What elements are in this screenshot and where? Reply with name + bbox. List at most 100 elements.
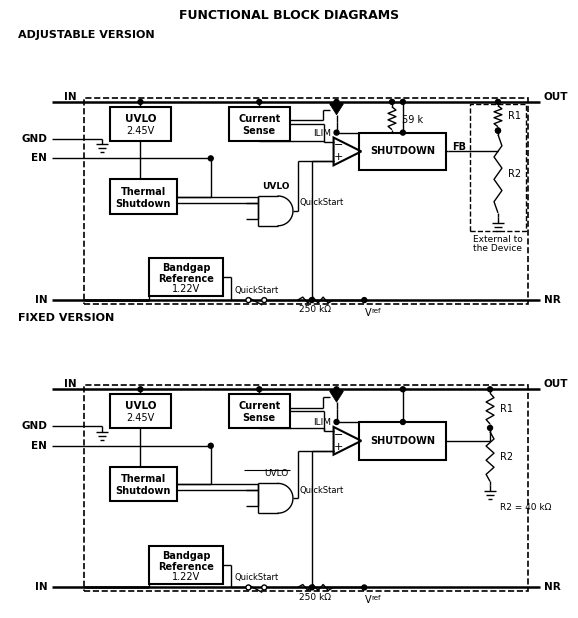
Bar [110, 107, 171, 140]
Text: ref: ref [371, 595, 381, 601]
Text: Bandgap: Bandgap [162, 551, 210, 561]
Text: +: + [334, 442, 343, 452]
Circle shape [309, 585, 314, 590]
Bar [470, 104, 526, 231]
Text: OUT: OUT [543, 379, 568, 389]
Text: 2.45V: 2.45V [127, 413, 154, 423]
Text: −: − [334, 140, 343, 151]
Text: V: V [365, 308, 372, 318]
Text: the Device: the Device [473, 244, 523, 253]
Bar [360, 133, 446, 170]
Text: Shutdown: Shutdown [116, 199, 171, 209]
Text: −: − [334, 430, 343, 440]
Text: QuickStart: QuickStart [300, 486, 344, 495]
Text: IN: IN [64, 92, 77, 102]
Text: UVLO: UVLO [262, 182, 290, 190]
Text: Sense: Sense [243, 125, 276, 135]
Text: QuickStart: QuickStart [234, 573, 279, 582]
Text: 1.22V: 1.22V [172, 284, 200, 294]
Circle shape [334, 387, 339, 392]
Text: GND: GND [21, 421, 47, 431]
Circle shape [208, 443, 213, 448]
Text: V: V [365, 595, 372, 606]
Bar [110, 394, 171, 428]
Text: EN: EN [31, 153, 47, 163]
Bar [228, 394, 290, 428]
Text: IN: IN [35, 295, 47, 305]
Circle shape [362, 585, 367, 590]
Text: External to: External to [473, 235, 523, 244]
Text: R2 = 40 kΩ: R2 = 40 kΩ [500, 502, 551, 512]
Circle shape [262, 298, 266, 303]
Text: 1.22V: 1.22V [172, 572, 200, 582]
Text: FIXED VERSION: FIXED VERSION [18, 313, 114, 323]
Circle shape [401, 130, 405, 135]
Circle shape [208, 156, 213, 161]
Text: ref: ref [371, 308, 381, 314]
Text: ILIM: ILIM [313, 418, 331, 428]
Text: Thermal: Thermal [121, 475, 166, 485]
Bar [149, 546, 223, 583]
Circle shape [495, 128, 501, 133]
Text: Reference: Reference [158, 274, 214, 284]
Text: R1: R1 [500, 404, 513, 413]
Circle shape [401, 387, 405, 392]
Text: Sense: Sense [243, 413, 276, 423]
Text: 250 kΩ: 250 kΩ [299, 305, 332, 315]
Text: 250 kΩ: 250 kΩ [299, 593, 332, 602]
Circle shape [257, 387, 262, 392]
Circle shape [495, 99, 501, 104]
Text: 2.45V: 2.45V [127, 125, 154, 135]
Text: GND: GND [21, 133, 47, 143]
Text: ILIM: ILIM [313, 129, 331, 138]
Bar [84, 385, 528, 591]
Circle shape [246, 298, 251, 303]
Circle shape [495, 128, 501, 133]
Circle shape [401, 420, 405, 425]
Circle shape [488, 387, 492, 392]
Text: FUNCTIONAL BLOCK DIAGRAMS: FUNCTIONAL BLOCK DIAGRAMS [179, 9, 399, 22]
Text: 59 k: 59 k [402, 115, 423, 125]
Text: SHUTDOWN: SHUTDOWN [370, 436, 435, 446]
Circle shape [334, 130, 339, 135]
Text: NR: NR [543, 583, 560, 593]
Bar [149, 258, 223, 296]
Circle shape [138, 99, 143, 104]
Bar [228, 107, 290, 140]
Bar [84, 98, 528, 304]
Text: R2: R2 [500, 452, 513, 462]
Text: FB: FB [453, 143, 466, 153]
Text: IN: IN [64, 379, 77, 389]
Bar [110, 467, 177, 501]
Text: EN: EN [31, 441, 47, 451]
Text: NR: NR [543, 295, 560, 305]
Circle shape [488, 425, 492, 430]
Circle shape [246, 585, 251, 590]
Text: SHUTDOWN: SHUTDOWN [370, 146, 435, 156]
Bar [110, 179, 177, 214]
Text: Shutdown: Shutdown [116, 486, 171, 496]
Circle shape [138, 387, 143, 392]
Circle shape [257, 99, 262, 104]
Polygon shape [329, 391, 343, 402]
Text: Current: Current [238, 401, 280, 411]
Text: UVLO: UVLO [264, 469, 288, 478]
Text: QuickStart: QuickStart [300, 198, 344, 208]
Circle shape [390, 99, 394, 104]
Circle shape [334, 420, 339, 425]
Text: QuickStart: QuickStart [234, 286, 279, 295]
Text: R1: R1 [508, 111, 521, 121]
Circle shape [309, 298, 314, 303]
Circle shape [362, 298, 367, 303]
Text: ADJUSTABLE VERSION: ADJUSTABLE VERSION [18, 30, 154, 41]
Text: Thermal: Thermal [121, 187, 166, 197]
Text: UVLO: UVLO [125, 114, 156, 124]
Text: Bandgap: Bandgap [162, 263, 210, 273]
Circle shape [401, 99, 405, 104]
Text: R2: R2 [508, 169, 521, 179]
Text: Reference: Reference [158, 562, 214, 572]
Text: UVLO: UVLO [125, 401, 156, 411]
Text: IN: IN [35, 583, 47, 593]
Text: OUT: OUT [543, 92, 568, 102]
Circle shape [334, 99, 339, 104]
